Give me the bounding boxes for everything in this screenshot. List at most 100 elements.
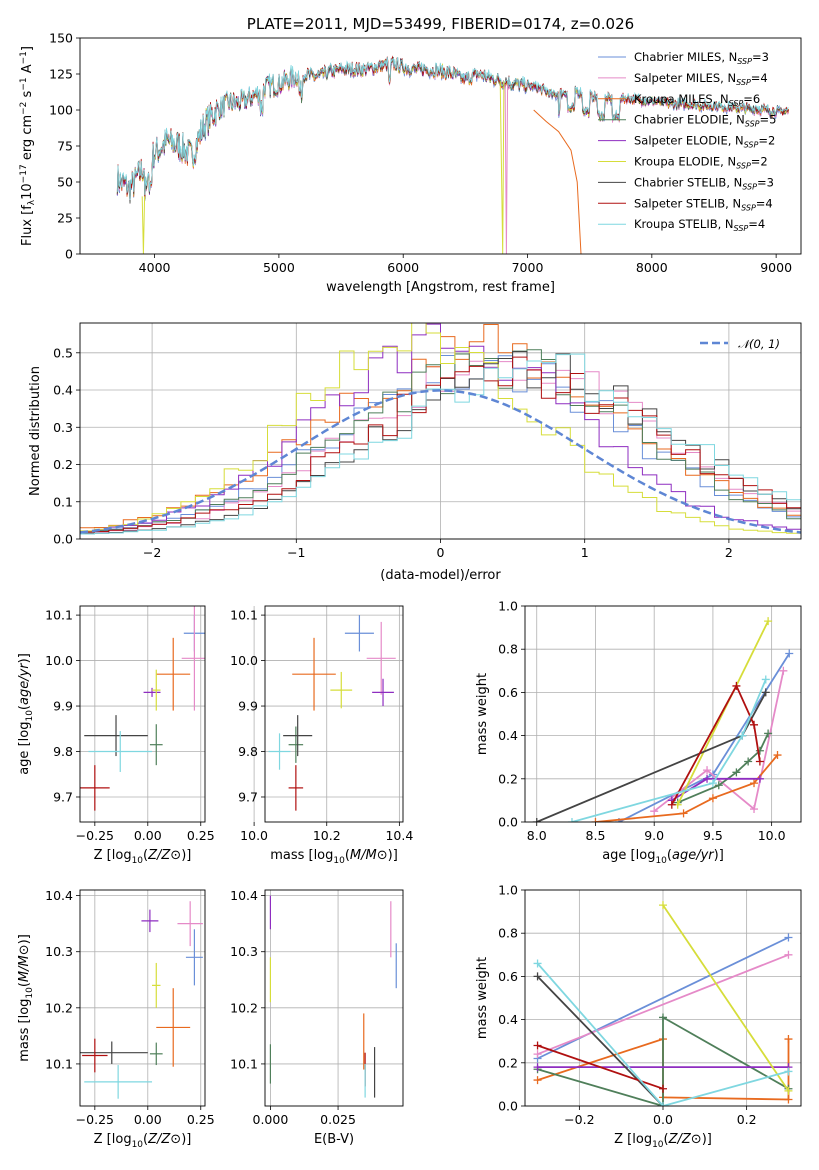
x-axis-label: Z [log10(Z/Z⊙)] [614,1132,712,1150]
x-axis-label: Z [log10(Z/Z⊙)] [94,1132,192,1150]
weight-marker-salpeter_miles [784,950,793,959]
x-axis-label: E(B-V) [314,1132,354,1147]
weight-marker-kroupa_miles [679,809,688,818]
legend-label-gaussian: 𝒩(0, 1) [738,337,780,351]
x-tick-label: 0.00 [134,828,162,843]
legend-label-chabrier_miles: Chabrier MILES, NSSP=3 [634,50,769,66]
y-tick-label: 50 [57,175,73,190]
weight-marker-salpeter_stelib [659,1084,667,1093]
y-tick-label: 10.0 [45,653,73,668]
y-tick-label: 100 [49,103,73,118]
y-tick-label: 0.2 [498,771,518,786]
y-tick-label: 0.8 [498,642,518,657]
axes-massweight_vs_Z: −0.2 0.0 0.2 0.0 0.2 0.4 0.6 0.8 1.0 Z [log10(Z/Z… [475,883,802,1150]
y-tick-label: 10.1 [45,608,73,623]
x-tick-label: 5000 [263,260,295,275]
axes-frame [79,889,206,1107]
legend-label-salpeter_elodie: Salpeter ELODIE, NSSP=2 [634,134,775,150]
spectrum-feature-salpeter_miles [504,84,509,254]
y-tick-label: 1.0 [498,883,518,898]
plot-area-residuals [80,323,801,535]
x-tick-label: 1 [581,545,589,560]
y-tick-label: 10.1 [45,1056,73,1071]
weight-marker-kroupa_elodie [764,617,773,626]
y-tick-label: 9.7 [238,789,258,804]
y-tick-label: 9.9 [53,699,73,714]
weight-marker-chabrier_miles [784,933,793,942]
y-tick-label: 0.4 [53,383,73,398]
y-tick-label: 125 [49,67,73,82]
y-axis-label: age [log10(age/yr)] [17,653,35,775]
x-tick-label: 0.025 [320,1112,356,1127]
x-tick-label: 0.2 [737,1112,757,1127]
x-axis-label: mass [log10(M/M⊙)] [270,848,398,866]
axes-mass_vs_Z: −0.25 0.00 0.25 10.1 10.2 10.3 10.4 Z [log10(Z/… [17,888,215,1150]
weight-marker-kroupa_miles [773,751,782,760]
y-tick-label: 0.4 [498,1012,518,1027]
weight-line-kroupa_stelib [571,679,767,822]
weight-line-kroupa_elodie [676,620,769,806]
axes-massweight_vs_age: 8.0 8.5 9.0 9.5 10.0 0.0 0.2 0.4 0.6 0.8 1.0 age [l… [475,599,802,866]
y-axis-label: mass weight [475,673,490,755]
legend-label-kroupa_elodie: Kroupa ELODIE, NSSP=2 [634,155,768,171]
y-tick-label: 10.1 [230,608,258,623]
spectrum-feature-kroupa_elodie [499,81,505,254]
weight-marker-salpeter_elodie [533,1063,542,1072]
y-tick-label: 10.2 [230,1000,258,1015]
x-tick-label: −0.25 [76,828,114,843]
weight-marker-chabrier_stelib [532,818,541,822]
x-tick-label: 9.0 [644,828,664,843]
legend-label-salpeter_stelib: Salpeter STELIB, NSSP=4 [634,196,773,212]
y-tick-label: 0.0 [498,1099,518,1114]
legend-label-chabrier_stelib: Chabrier STELIB, NSSP=3 [634,175,774,191]
weight-marker-salpeter_miles [703,766,712,775]
axes-spectrum: 4000 5000 6000 7000 8000 9000 0 25 50 75 100 125 150… [19,15,802,295]
weight-marker-salpeter_stelib [533,1041,542,1050]
weight-marker-salpeter_miles [779,666,788,675]
chart-title: PLATE=2011, MJD=53499, FIBERID=0174, z=0… [247,15,634,33]
weight-marker-kroupa_miles [784,1035,793,1044]
x-tick-label: −0.25 [76,1112,114,1127]
legend-label-kroupa_stelib: Kroupa STELIB, NSSP=4 [634,217,765,233]
x-tick-label: 10.2 [313,828,341,843]
y-tick-label: 25 [57,211,73,226]
y-tick-label: 9.9 [238,699,258,714]
weight-line-chabrier_elodie [537,1015,789,1106]
y-tick-label: 0.8 [498,926,518,941]
x-tick-label: 10.0 [758,828,786,843]
legend-label-chabrier_elodie: Chabrier ELODIE, NSSP=5 [634,113,776,129]
x-axis-label: Z [log10(Z/Z⊙)] [94,848,192,866]
plot-area-mass_vs_ebv [269,895,397,1098]
y-axis-label: Flux [fλ10−17 erg cm−2 s−1 A−1] [19,46,37,246]
x-tick-label: −1 [287,545,305,560]
y-tick-label: 10.3 [45,944,73,959]
gaussian-curve [80,389,801,534]
weight-line-chabrier_stelib [536,975,664,1106]
histogram-kroupa_elodie [80,323,801,534]
x-tick-label: 0.25 [187,828,215,843]
x-tick-label: 8000 [636,260,668,275]
y-tick-label: 150 [49,31,73,46]
y-tick-label: 0.2 [53,457,73,472]
weight-marker-salpeter_miles [750,805,759,814]
y-axis-label: Normed distribution [28,366,43,496]
axes-residuals: −2 −1 0 1 2 0.0 0.1 0.2 0.3 0.4 0.5 (data-model)/er… [28,322,802,583]
y-tick-label: 9.8 [238,744,258,759]
x-axis-label: age [log10(age/yr)] [602,848,724,866]
x-tick-label: 7000 [512,260,544,275]
weight-marker-kroupa_stelib [659,1102,667,1106]
y-tick-label: 0.4 [498,728,518,743]
y-axis-label: mass [log10(M/M⊙)] [17,934,35,1062]
weight-line-chabrier_stelib [536,691,767,822]
weight-line-chabrier_elodie [677,733,769,804]
weight-marker-kroupa_miles [591,818,600,822]
axes-frame [79,605,206,823]
weight-marker-kroupa_miles [750,779,759,788]
spectrum-feature-kroupa_elodie [141,196,146,254]
axes-frame [264,605,404,823]
weight-line-salpeter_stelib [671,683,761,806]
weight-marker-chabrier_elodie [732,768,741,777]
weight-marker-salpeter_miles [533,1050,542,1059]
plot-area-mass_vs_Z [80,901,203,1099]
y-tick-label: 10.1 [230,1056,258,1071]
